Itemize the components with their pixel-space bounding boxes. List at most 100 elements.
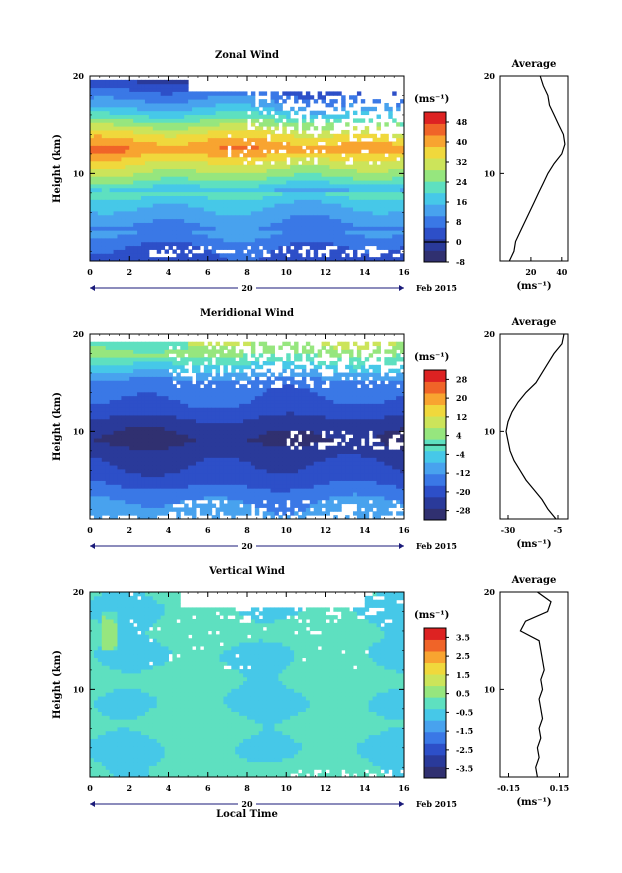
heatmap-cell: [105, 234, 111, 239]
heatmap-cell: [129, 353, 134, 358]
heatmap-cell: [203, 102, 209, 108]
heatmap-cell: [211, 141, 217, 146]
heatmap-cell: [101, 507, 107, 512]
heatmap-cell: [125, 511, 130, 516]
heatmap-cell: [294, 253, 299, 258]
heatmap-cell: [207, 349, 213, 354]
heatmap-cell: [325, 234, 330, 239]
heatmap-cell: [125, 207, 130, 212]
heatmap-cell: [364, 141, 370, 146]
heatmap-cell: [180, 472, 185, 478]
heatmap-cell: [207, 387, 213, 393]
heatmap-cell: [125, 465, 130, 470]
heatmap-cell: [188, 156, 193, 162]
heatmap-cell: [317, 191, 323, 196]
heatmap-cell: [352, 141, 358, 146]
heatmap-cell: [180, 218, 185, 223]
heatmap-cell: [388, 230, 393, 235]
heatmap-cell: [305, 122, 311, 127]
heatmap-cell: [250, 237, 256, 243]
heatmap-cell: [141, 368, 146, 374]
heatmap-cell: [349, 95, 354, 100]
heatmap-cell: [105, 387, 111, 393]
heatmap-cell: [192, 414, 197, 420]
heatmap-cell: [247, 253, 252, 258]
heatmap-cell: [207, 199, 213, 204]
heatmap-cell: [176, 372, 181, 377]
heatmap-cell: [400, 133, 405, 139]
heatmap-cell: [156, 387, 162, 393]
heatmap-cell: [90, 110, 95, 116]
heatmap-cell: [93, 245, 99, 250]
heatmap-cell: [254, 187, 260, 193]
heatmap-cell: [93, 426, 99, 431]
heatmap-cell: [282, 241, 287, 247]
heatmap-cell: [172, 222, 177, 227]
heatmap-cell: [301, 257, 307, 262]
heatmap-cell: [168, 126, 173, 131]
heatmap-cell: [250, 122, 256, 127]
heatmap-cell: [247, 187, 252, 193]
heatmap-cell: [93, 195, 99, 200]
heatmap-cell: [109, 118, 115, 123]
heatmap-cell: [160, 372, 166, 377]
heatmap-cell: [243, 180, 248, 185]
heatmap-cell: [109, 199, 115, 204]
heatmap-cell: [129, 411, 134, 416]
heatmap-cell: [392, 226, 397, 231]
heatmap-cell: [164, 237, 169, 243]
heatmap-cell: [156, 476, 162, 481]
heatmap-cell: [97, 183, 103, 189]
heatmap-cell: [388, 168, 393, 173]
heatmap-cell: [117, 79, 122, 85]
heatmap-cell: [141, 407, 146, 412]
heatmap-cell: [258, 222, 264, 227]
heatmap-cell: [223, 102, 228, 108]
heatmap-cell: [133, 391, 138, 397]
heatmap-cell: [231, 492, 236, 497]
heatmap-cell: [396, 241, 401, 247]
heatmap-cell: [172, 418, 177, 424]
heatmap-cell: [148, 210, 154, 216]
heatmap-cell: [352, 160, 358, 166]
heatmap-cell: [90, 214, 95, 220]
heatmap-cell: [105, 214, 111, 220]
heatmap-cell: [137, 137, 142, 143]
heatmap-cell: [211, 230, 217, 235]
heatmap-cell: [105, 364, 111, 370]
heatmap-cell: [254, 153, 260, 158]
heatmap-cell: [298, 230, 303, 235]
heatmap-cell: [223, 414, 228, 420]
heatmap-cell: [211, 203, 217, 208]
heatmap-cell: [180, 210, 185, 216]
heatmap-cell: [337, 226, 342, 231]
heatmap-cell: [219, 391, 224, 397]
heatmap-cell: [207, 364, 213, 370]
heatmap-cell: [321, 253, 326, 258]
heatmap-cell: [211, 245, 217, 250]
heatmap-cell: [117, 360, 122, 366]
heatmap-cell: [199, 449, 205, 454]
heatmap-cell: [141, 207, 146, 212]
heatmap-cell: [152, 511, 158, 516]
heatmap-cell: [345, 176, 350, 181]
heatmap-cell: [133, 168, 138, 173]
heatmap-cell: [180, 149, 185, 154]
heatmap-cell: [90, 79, 95, 85]
heatmap-cell: [164, 257, 169, 262]
heatmap-cell: [195, 141, 201, 146]
heatmap-cell: [282, 145, 287, 150]
heatmap-cell: [180, 349, 185, 354]
heatmap-cell: [188, 484, 193, 489]
heatmap-cell: [144, 133, 150, 139]
heatmap-cell: [360, 234, 366, 239]
heatmap-cell: [180, 376, 185, 381]
heatmap-cell: [109, 222, 115, 227]
heatmap-cell: [105, 145, 111, 150]
heatmap-cell: [184, 441, 189, 447]
heatmap-cell: [231, 168, 236, 173]
heatmap-cell: [180, 114, 185, 119]
heatmap-cell: [195, 203, 201, 208]
heatmap-cell: [207, 99, 213, 104]
heatmap-cell: [329, 91, 334, 96]
